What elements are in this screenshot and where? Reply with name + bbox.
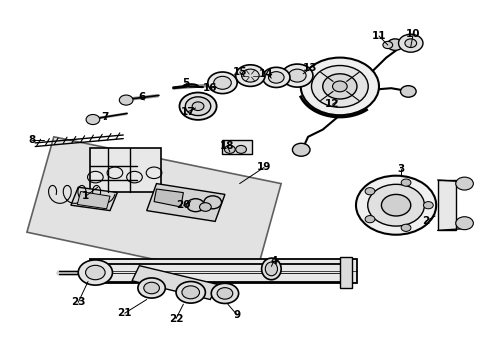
Circle shape [199,203,211,211]
Circle shape [235,145,246,153]
Text: 18: 18 [220,141,234,151]
Circle shape [455,177,472,190]
Circle shape [367,184,424,226]
Circle shape [292,143,309,156]
Circle shape [119,95,133,105]
Circle shape [176,282,205,303]
Circle shape [203,196,221,209]
Circle shape [86,114,100,125]
Circle shape [400,179,410,186]
Polygon shape [77,192,110,209]
Circle shape [300,58,378,115]
Text: 21: 21 [117,308,132,318]
Circle shape [281,64,312,87]
Circle shape [311,66,367,107]
Bar [437,180,455,230]
Circle shape [85,265,105,280]
Text: 10: 10 [405,29,420,39]
Circle shape [365,188,374,195]
Circle shape [382,41,392,49]
Circle shape [211,283,238,303]
Polygon shape [90,259,356,283]
Circle shape [398,34,422,52]
Polygon shape [27,137,281,281]
Text: 1: 1 [82,191,89,201]
Ellipse shape [261,258,281,280]
Text: 15: 15 [232,67,246,77]
Text: 12: 12 [325,99,339,109]
Text: 20: 20 [176,200,190,210]
Bar [339,257,351,288]
Polygon shape [154,189,183,207]
Circle shape [400,86,415,97]
Circle shape [78,260,112,285]
Circle shape [179,93,216,120]
Bar [222,140,251,154]
Circle shape [235,65,264,86]
Circle shape [192,102,203,111]
Circle shape [400,224,410,231]
Circle shape [332,81,346,92]
Circle shape [268,72,284,83]
Circle shape [138,278,165,298]
Circle shape [381,194,410,216]
Circle shape [186,199,204,212]
Circle shape [143,282,159,294]
Circle shape [207,72,237,94]
Circle shape [217,288,232,299]
Text: 2: 2 [421,216,428,226]
Polygon shape [132,266,217,300]
Circle shape [288,69,305,82]
Circle shape [322,74,356,99]
Text: 22: 22 [168,314,183,324]
Text: 6: 6 [138,92,145,102]
Text: 4: 4 [269,256,277,266]
Circle shape [241,69,259,82]
Text: 3: 3 [397,164,404,174]
Circle shape [365,216,374,223]
Text: 19: 19 [256,162,271,172]
Circle shape [185,97,210,116]
Circle shape [355,176,435,235]
Text: 13: 13 [303,63,317,73]
Polygon shape [71,187,117,211]
Text: 23: 23 [71,297,85,307]
Circle shape [213,76,231,89]
Circle shape [224,145,235,153]
Text: 16: 16 [203,83,217,93]
Polygon shape [90,148,161,192]
Circle shape [182,286,199,299]
Ellipse shape [264,262,277,276]
Text: 11: 11 [371,31,386,41]
Circle shape [262,67,289,87]
Text: 17: 17 [181,107,195,117]
Circle shape [404,39,416,48]
Circle shape [455,217,472,230]
Text: 7: 7 [101,112,109,122]
Circle shape [386,39,402,50]
Text: 8: 8 [28,135,35,145]
Polygon shape [95,264,346,282]
Text: 5: 5 [182,78,189,88]
Circle shape [423,202,432,209]
Text: 9: 9 [233,310,240,320]
Polygon shape [146,184,224,221]
Text: 14: 14 [259,69,273,79]
